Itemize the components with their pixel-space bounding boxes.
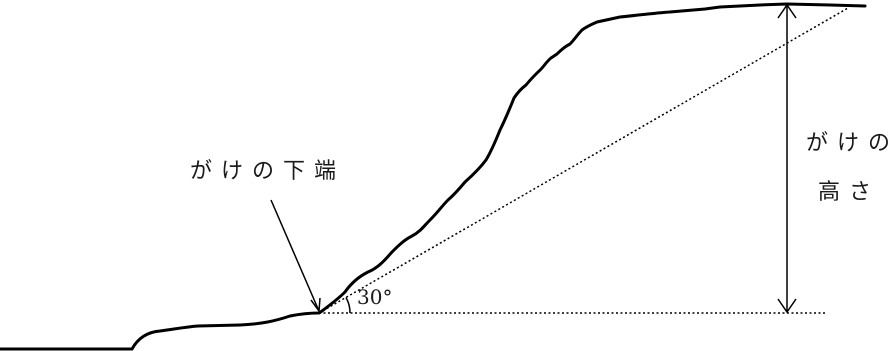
cliff-bottom-label: がけの下端: [190, 159, 345, 184]
cliff-bottom-leader-line: [270, 199, 320, 312]
angle-arc: [345, 297, 351, 314]
cliff-height-label-line1: がけの: [806, 131, 888, 156]
angle-label: 30°: [357, 285, 392, 309]
height-arrow-top-head: [777, 3, 797, 19]
thirty-degree-line: [318, 7, 849, 314]
terrain-profile: [0, 2, 867, 351]
cliff-height-label-line2: 高さ: [818, 180, 880, 205]
leader-arrow-head: [310, 297, 321, 314]
height-arrow-bottom-head: [777, 298, 797, 314]
